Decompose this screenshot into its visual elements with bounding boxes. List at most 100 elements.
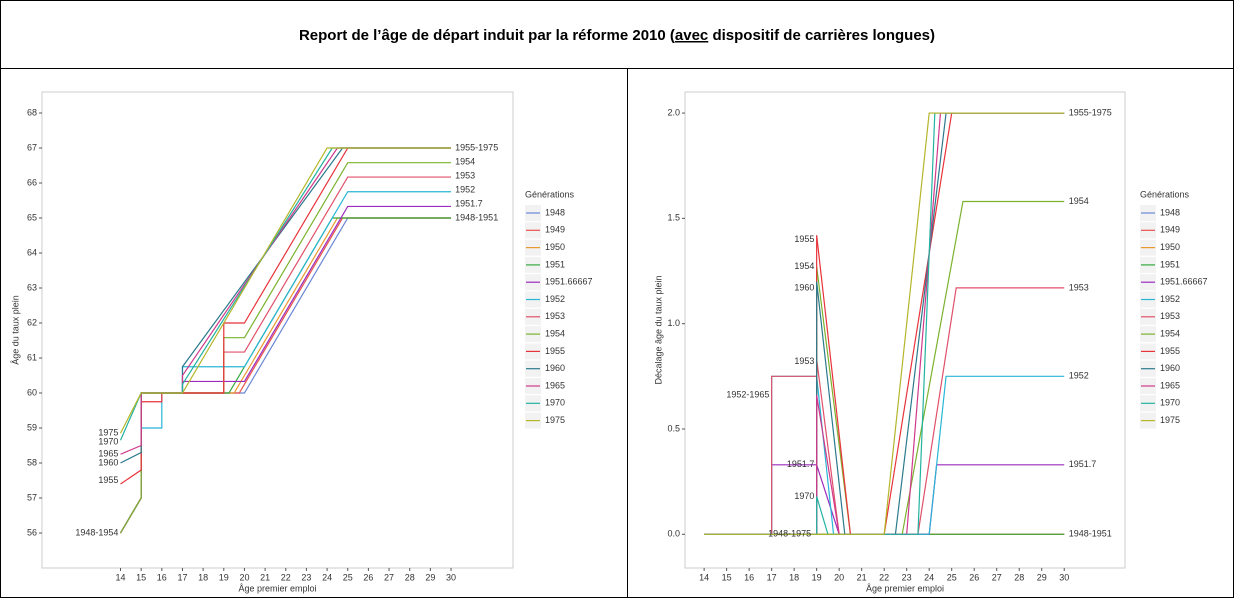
x-tick-label: 25 — [947, 572, 957, 582]
annotation: 1952 — [1069, 371, 1089, 381]
legend-label: 1951 — [545, 259, 565, 269]
y-tick-label: 68 — [27, 107, 37, 117]
annotation: 1951.7 — [1069, 459, 1097, 469]
x-axis-label: Âge premier emploi — [238, 583, 316, 593]
legend-title: Générations — [1140, 189, 1190, 199]
annotation: 1953 — [455, 170, 475, 180]
x-tick-label: 30 — [1059, 572, 1069, 582]
annotation: 1948-1954 — [75, 527, 118, 537]
y-tick-label: 60 — [27, 387, 37, 397]
legend-label: 1965 — [1160, 380, 1180, 390]
annotation: 1954 — [794, 261, 814, 271]
y-axis-label: Décalage âge du taux plein — [653, 275, 663, 384]
title-text: Report de l’âge de départ induit par la … — [299, 27, 675, 44]
x-tick-label: 29 — [425, 572, 435, 582]
legend-label: 1952 — [545, 294, 565, 304]
x-tick-label: 27 — [992, 572, 1002, 582]
x-tick-label: 29 — [1037, 572, 1047, 582]
annotation: 1960 — [98, 457, 118, 467]
legend-label: 1951.66667 — [1160, 277, 1208, 287]
x-tick-label: 18 — [198, 572, 208, 582]
annotation: 1948-1951 — [1069, 529, 1112, 539]
legend-label: 1951 — [1160, 259, 1180, 269]
x-tick-label: 19 — [812, 572, 822, 582]
legend-label: 1965 — [545, 380, 565, 390]
legend-label: 1975 — [1160, 415, 1180, 425]
annotation: 1955-1975 — [455, 142, 498, 152]
x-tick-label: 14 — [699, 572, 709, 582]
x-tick-label: 14 — [115, 572, 125, 582]
y-tick-label: 57 — [27, 492, 37, 502]
annotation: 1955 — [794, 234, 814, 244]
title-text: dispositif de carrières longues) — [708, 27, 935, 44]
x-tick-label: 20 — [834, 572, 844, 582]
legend-label: 1954 — [545, 328, 565, 338]
y-tick-label: 65 — [27, 212, 37, 222]
y-tick-label: 1.5 — [667, 213, 680, 223]
x-tick-label: 22 — [281, 572, 291, 582]
page-title: Report de l’âge de départ induit par la … — [299, 27, 935, 44]
legend-label: 1949 — [1160, 225, 1180, 235]
x-tick-label: 16 — [744, 572, 754, 582]
x-tick-label: 26 — [969, 572, 979, 582]
annotation: 1953 — [1069, 282, 1089, 292]
legend-label: 1948 — [1160, 207, 1180, 217]
legend-label: 1954 — [1160, 328, 1180, 338]
x-tick-label: 25 — [343, 572, 353, 582]
x-tick-label: 17 — [177, 572, 187, 582]
annotation: 1960 — [794, 282, 814, 292]
x-tick-label: 15 — [136, 572, 146, 582]
legend-label: 1955 — [1160, 346, 1180, 356]
x-tick-label: 18 — [789, 572, 799, 582]
y-tick-label: 61 — [27, 352, 37, 362]
legend-label: 1953 — [1160, 311, 1180, 321]
x-tick-label: 27 — [384, 572, 394, 582]
annotation: 1970 — [794, 491, 814, 501]
y-tick-label: 59 — [27, 422, 37, 432]
annotation: 1970 — [98, 436, 118, 446]
annotation: 1948-1951 — [455, 212, 498, 222]
annotation: 1954 — [455, 156, 475, 166]
legend-label: 1948 — [545, 207, 565, 217]
y-axis-label: Âge du taux plein — [10, 295, 20, 365]
annotation: 1953 — [794, 356, 814, 366]
x-tick-label: 23 — [902, 572, 912, 582]
x-tick-label: 28 — [405, 572, 415, 582]
y-tick-label: 0.5 — [667, 423, 680, 433]
y-tick-label: 67 — [27, 142, 37, 152]
y-tick-label: 63 — [27, 282, 37, 292]
x-tick-label: 26 — [363, 572, 373, 582]
x-tick-label: 20 — [239, 572, 249, 582]
x-tick-label: 21 — [260, 572, 270, 582]
y-tick-label: 62 — [27, 317, 37, 327]
x-tick-label: 19 — [219, 572, 229, 582]
x-tick-label: 30 — [446, 572, 456, 582]
legend-label: 1960 — [545, 363, 565, 373]
annotation: 1954 — [1069, 196, 1089, 206]
annotation: 1955-1975 — [1069, 107, 1112, 117]
x-tick-label: 24 — [322, 572, 332, 582]
x-tick-label: 23 — [301, 572, 311, 582]
title-emph: avec — [675, 27, 708, 44]
x-tick-label: 28 — [1014, 572, 1024, 582]
annotation: 1955 — [98, 475, 118, 485]
annotation: 1975 — [98, 428, 118, 438]
legend-label: 1950 — [1160, 242, 1180, 252]
x-tick-label: 17 — [767, 572, 777, 582]
y-tick-label: 58 — [27, 457, 37, 467]
x-tick-label: 16 — [157, 572, 167, 582]
legend-label: 1953 — [545, 311, 565, 321]
annotation: 1952-1965 — [726, 390, 769, 400]
legend-label: 1975 — [545, 415, 565, 425]
y-tick-label: 2.0 — [667, 107, 680, 117]
y-tick-label: 66 — [27, 177, 37, 187]
legend-label: 1951.66667 — [545, 277, 593, 287]
legend-label: 1970 — [1160, 398, 1180, 408]
legend-label: 1955 — [545, 346, 565, 356]
plot-area — [41, 91, 514, 569]
annotation: 1965 — [98, 449, 118, 459]
x-tick-label: 22 — [879, 572, 889, 582]
y-tick-label: 1.0 — [667, 318, 680, 328]
y-tick-label: 0.0 — [667, 529, 680, 539]
